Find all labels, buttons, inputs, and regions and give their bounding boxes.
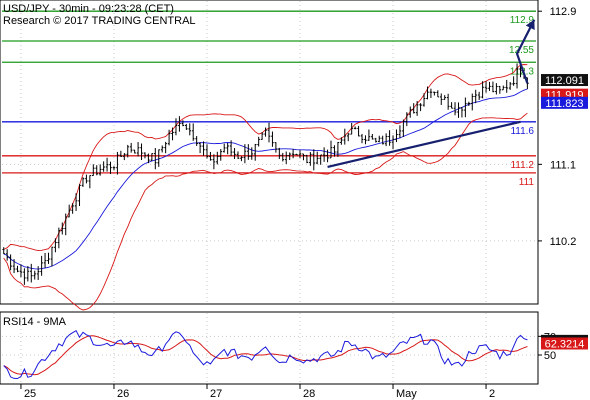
forecast-arrow-shaft <box>515 19 536 84</box>
price-panel-frame <box>0 0 539 305</box>
time-axis-label: 26 <box>117 388 129 400</box>
rsi-badge <box>541 337 588 350</box>
price-badge-label: 112.091 <box>545 75 584 87</box>
price-axis-label: 110.2 <box>550 236 577 248</box>
level-label: 112.3 <box>510 66 535 77</box>
rsi-axis: 705065.140262.3214 <box>538 331 588 362</box>
level-label: 12.55 <box>509 45 534 56</box>
rsi-badge-label: 62.3214 <box>545 339 585 351</box>
price-bars <box>2 63 529 285</box>
time-axis-label: 25 <box>24 388 36 400</box>
support-trendline <box>327 120 521 168</box>
level-label: 112.9 <box>510 15 535 26</box>
time-axis-label: 2 <box>489 388 495 400</box>
rsi-ma-line <box>3 335 528 376</box>
chart-title: USD/JPY - 30min - 09:23:28 (CET) <box>3 3 174 15</box>
price-axis-label: 111.1 <box>550 159 576 171</box>
price-badge-label: 111.823 <box>545 98 583 110</box>
time-axis-label: May <box>396 388 417 400</box>
level-label: 111.6 <box>510 126 534 137</box>
rsi-lines <box>3 330 528 380</box>
price-axis-label: 112.9 <box>550 6 577 18</box>
price-levels: 112.9 12.55 112.3 111.6 111.2 111 <box>2 10 536 188</box>
rsi-axis-label: 50 <box>544 350 556 362</box>
trendline-group <box>327 19 536 168</box>
price-panel: 112.9 12.55 112.3 111.6 111.2 111 USD/JPY - 3… <box>0 0 539 311</box>
bollinger-lower-line <box>3 112 528 311</box>
level-label: 111.2 <box>510 160 534 171</box>
moving-average-line <box>3 88 528 270</box>
level-label: 111 <box>519 177 535 188</box>
price-badge <box>541 96 588 109</box>
rsi-panel-frame <box>0 311 539 385</box>
chart-copyright: Research © 2017 TRADING CENTRAL <box>3 15 196 27</box>
time-axis: 25 26 27 28 May 2 <box>0 383 538 400</box>
rsi-line <box>3 330 528 380</box>
time-axis-label: 27 <box>210 388 222 400</box>
time-axis-label: 28 <box>303 388 315 400</box>
price-badge <box>541 74 588 87</box>
rsi-panel: RSI14 - 9MA <box>0 311 539 385</box>
forecast-arrow-head <box>525 19 535 31</box>
rsi-title: RSI14 - 9MA <box>3 316 67 328</box>
